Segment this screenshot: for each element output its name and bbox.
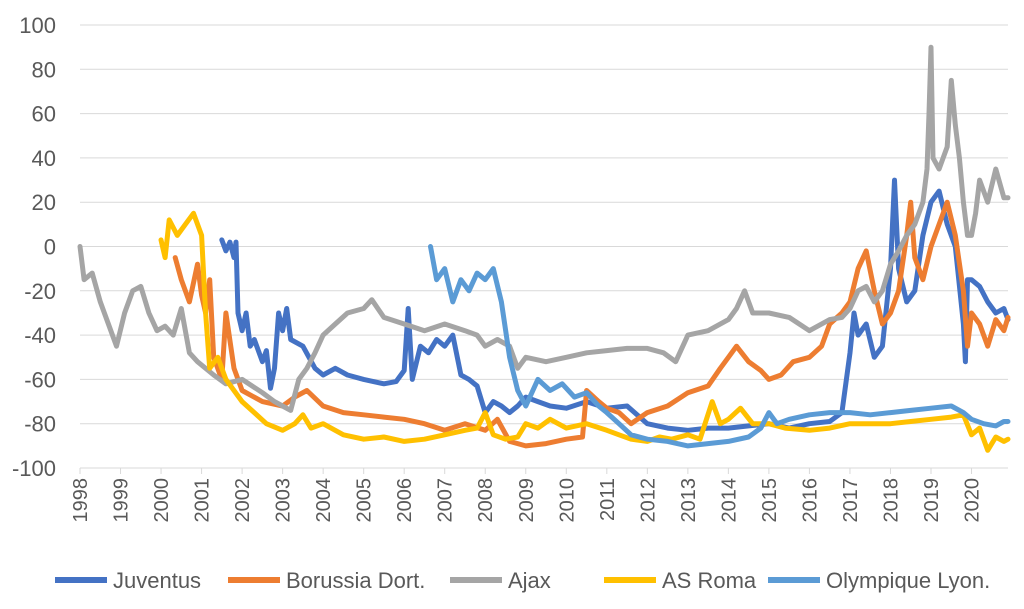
legend-label: Borussia Dort. [286, 568, 425, 593]
x-tick-label: 2006 [394, 478, 416, 523]
x-tick-label: 1998 [70, 478, 92, 523]
x-tick-label: 2016 [799, 478, 821, 523]
x-tick-label: 2000 [151, 478, 173, 523]
series-line-0 [219, 177, 1011, 433]
x-tick-label: 2002 [232, 478, 254, 523]
x-tick-label: 2009 [516, 478, 538, 523]
series-line-1 [172, 199, 1011, 449]
series-line-4 [428, 244, 1011, 449]
y-tick-label: 80 [32, 57, 56, 82]
x-tick-label: 2017 [840, 478, 862, 523]
x-tick-label: 2003 [273, 478, 295, 523]
y-tick-label: -40 [24, 323, 56, 348]
y-tick-label: -60 [24, 367, 56, 392]
x-tick-label: 2001 [192, 478, 214, 523]
x-tick-label: 2008 [475, 478, 497, 523]
y-tick-label: 20 [32, 190, 56, 215]
x-tick-label: 2015 [759, 478, 781, 523]
y-tick-labels: 100 80 60 40 20 0 -20 -40 -60 -80 -100 [12, 13, 56, 481]
y-tick-label: -100 [12, 456, 56, 481]
y-tick-label: 0 [44, 235, 56, 260]
x-tick-label: 2004 [313, 478, 335, 523]
series-line-3 [158, 210, 1011, 453]
x-tick-label: 2010 [556, 478, 578, 523]
series-line-2 [77, 44, 1011, 413]
x-tick-label: 2013 [678, 478, 700, 523]
y-tick-label: -20 [24, 279, 56, 304]
y-tick-label: 40 [32, 146, 56, 171]
x-tick-labels: 1998 1999 2000 2001 2002 2003 2004 2005 2006 2007… [70, 468, 984, 523]
series-lines [77, 44, 1011, 453]
x-tick-label: 2014 [718, 478, 740, 523]
x-tick-label: 2019 [921, 478, 943, 523]
legend: Juventus Borussia Dort. Ajax AS Roma Olympiq… [55, 568, 990, 593]
x-tick-label: 2005 [354, 478, 376, 523]
legend-label: Ajax [508, 568, 551, 593]
y-tick-label: 60 [32, 102, 56, 127]
x-tick-label: 2007 [435, 478, 457, 523]
x-tick-label: 1999 [111, 478, 133, 523]
x-tick-label: 2011 [597, 478, 619, 521]
y-tick-label: -80 [24, 412, 56, 437]
x-tick-label: 2020 [962, 478, 984, 523]
y-tick-label: 100 [19, 13, 56, 38]
legend-label: Juventus [113, 568, 201, 593]
x-tick-label: 2012 [637, 478, 659, 523]
legend-label: Olympique Lyon. [826, 568, 990, 593]
x-tick-label: 2018 [880, 478, 902, 523]
legend-label: AS Roma [662, 568, 757, 593]
